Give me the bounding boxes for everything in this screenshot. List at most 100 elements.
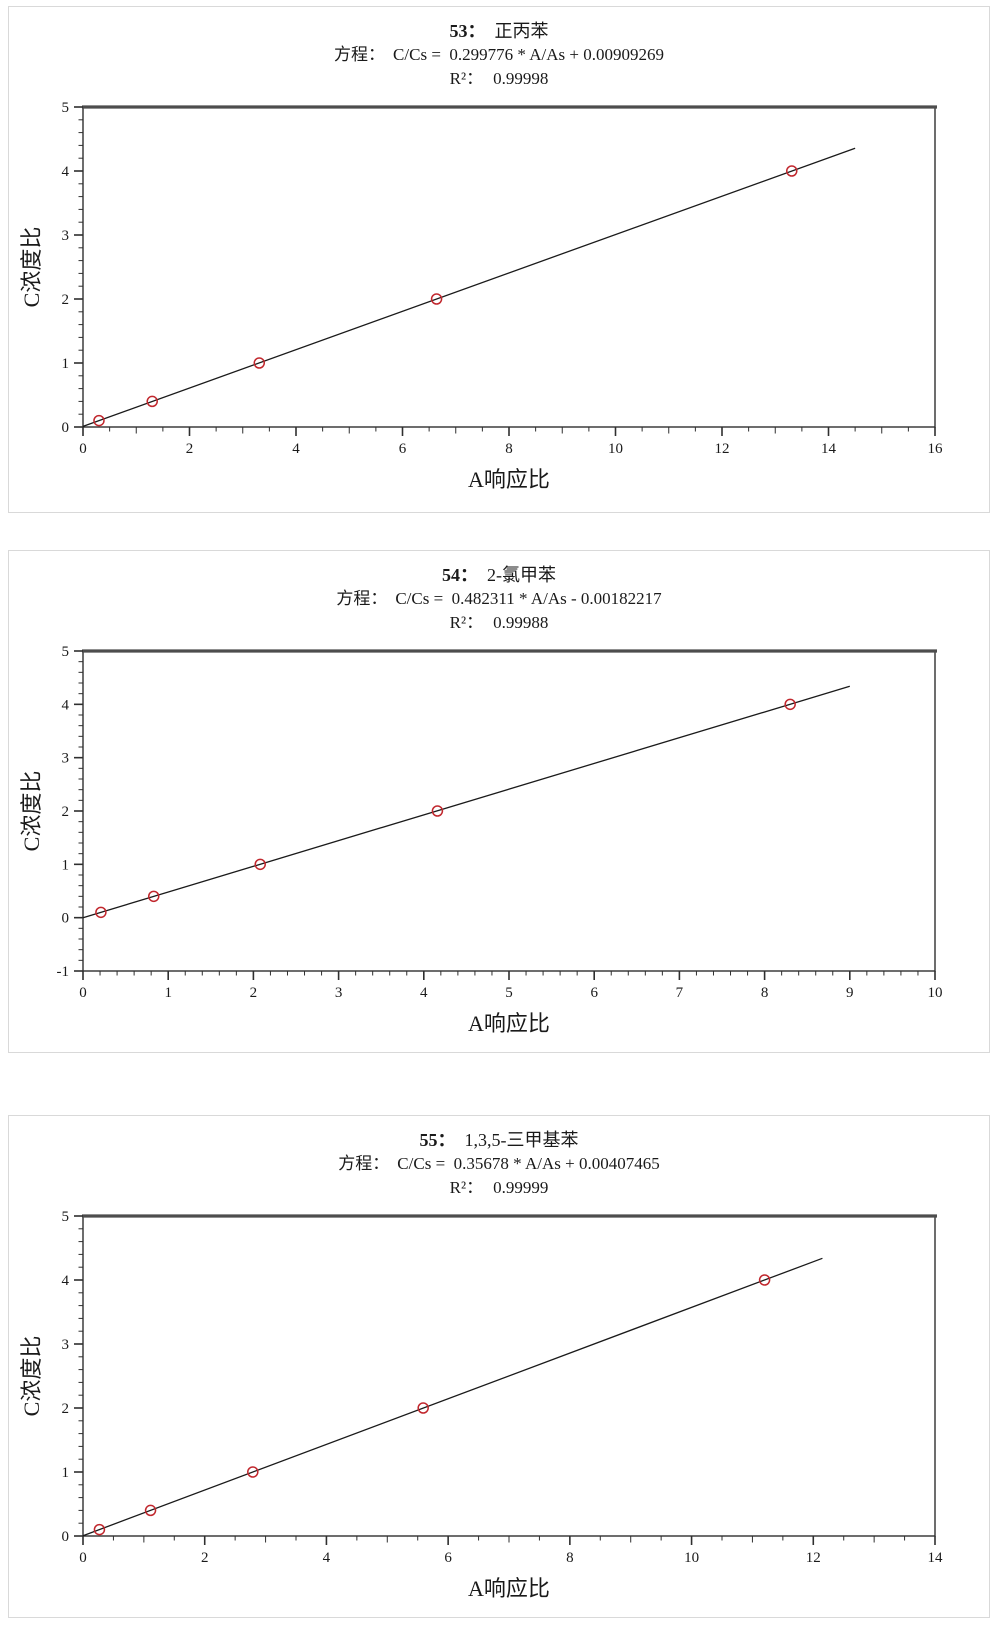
x-tick-label: 16 (928, 441, 944, 457)
data-point-marker (247, 1466, 259, 1478)
plot-frame (82, 106, 936, 428)
chart-title: 55： 1,3,5-三甲基苯 (9, 1128, 989, 1152)
data-point-marker (254, 858, 266, 871)
fit-line (82, 147, 856, 428)
chart-index-label: 55： (419, 1130, 456, 1150)
data-point-marker (93, 1523, 106, 1536)
x-tick-label: 5 (505, 985, 513, 1001)
data-point-marker (786, 165, 798, 177)
data-point-marker (144, 1504, 157, 1517)
y-tick-label: 2 (62, 804, 70, 820)
x-tick-label: 0 (79, 1550, 87, 1566)
equation-text: C/Cs = 0.299776 * A/As + 0.00909269 (393, 45, 664, 64)
calibration-plot: 0 1 2 3 4 5 6 7 8 9 10 -1 0 1 2 3 4 5 A响应比 C浓度比 (19, 644, 943, 1036)
fit-line (82, 1257, 823, 1537)
y-tick-label: 4 (62, 697, 70, 713)
x-tick-label: 8 (761, 985, 769, 1001)
x-tick-label: 10 (928, 985, 943, 1001)
x-tick-label: 2 (250, 985, 258, 1001)
y-tick-label: 0 (62, 1529, 70, 1545)
y-tick-label: 2 (62, 1401, 70, 1417)
data-point-marker (430, 293, 443, 305)
chart-r-squared: R²： 0.99988 (9, 611, 989, 635)
x-tick-label: 12 (715, 441, 730, 457)
x-tick-label: 14 (928, 1550, 944, 1566)
x-tick-label: 10 (684, 1550, 699, 1566)
y-tick-label: 5 (62, 644, 70, 660)
x-tick-label: 10 (608, 441, 623, 457)
chart-compound-name: 2-氯甲苯 (487, 565, 556, 585)
y-tick-label: 1 (62, 356, 70, 372)
x-tick-label: 7 (676, 985, 684, 1001)
r-squared-value: 0.99988 (493, 613, 549, 632)
y-tick-label: 3 (62, 1337, 70, 1353)
data-point-marker (253, 357, 266, 369)
y-tick-label: 4 (62, 1273, 70, 1289)
x-tick-label: 0 (79, 985, 87, 1001)
x-tick-label: 0 (79, 441, 87, 457)
x-tick-label: 6 (590, 985, 598, 1001)
y-tick-label: 1 (62, 857, 70, 873)
equation-prefix: 方程： (338, 1154, 390, 1173)
chart-index-label: 54： (442, 565, 478, 585)
x-axis-title: A响应比 (468, 1576, 550, 1601)
x-tick-label: 8 (566, 1550, 574, 1566)
chart-panel-54: 54： 2-氯甲苯 方程： C/Cs = 0.482311 * A/As - 0.0… (8, 550, 990, 1053)
x-tick-label: 12 (806, 1550, 821, 1566)
x-tick-label: 14 (821, 441, 837, 457)
x-axis-title: A响应比 (468, 467, 550, 492)
r-squared-prefix: R²： (449, 69, 484, 88)
data-point-marker (431, 805, 444, 817)
x-tick-label: 4 (323, 1550, 331, 1566)
chart-title: 53： 正丙苯 (9, 19, 989, 43)
data-point-marker (147, 890, 160, 903)
chart-panel-53: 53： 正丙苯 方程： C/Cs = 0.299776 * A/As + 0.009… (8, 6, 990, 513)
r-squared-prefix: R²： (449, 613, 484, 632)
r-squared-value: 0.99999 (493, 1178, 549, 1197)
chart-compound-name: 1,3,5-三甲基苯 (464, 1130, 579, 1150)
fit-line (82, 685, 850, 919)
y-tick-label: 5 (62, 1209, 70, 1225)
chart-equation: 方程： C/Cs = 0.299776 * A/As + 0.00909269 (9, 43, 989, 67)
x-tick-label: 1 (164, 985, 172, 1001)
equation-text: C/Cs = 0.35678 * A/As + 0.00407465 (397, 1154, 660, 1173)
y-tick-label: 3 (62, 228, 70, 244)
x-tick-label: 2 (186, 441, 194, 457)
chart-r-squared: R²： 0.99998 (9, 67, 989, 91)
chart-equation: 方程： C/Cs = 0.35678 * A/As + 0.00407465 (9, 1152, 989, 1176)
x-tick-label: 6 (399, 441, 407, 457)
data-point-marker (146, 395, 158, 408)
chart-title: 54： 2-氯甲苯 (9, 563, 989, 587)
y-axis-title: C浓度比 (19, 771, 44, 852)
x-tick-label: 3 (335, 985, 343, 1001)
y-tick-label: 1 (62, 1465, 70, 1481)
y-tick-label: -1 (57, 964, 70, 980)
y-tick-label: 0 (62, 420, 70, 436)
equation-prefix: 方程： (336, 589, 388, 608)
data-point-marker (417, 1402, 429, 1414)
equation-text: C/Cs = 0.482311 * A/As - 0.00182217 (395, 589, 662, 608)
x-axis-title: A响应比 (468, 1011, 550, 1036)
x-tick-label: 4 (420, 985, 428, 1001)
data-point-marker (95, 906, 107, 919)
chart-equation: 方程： C/Cs = 0.482311 * A/As - 0.00182217 (9, 587, 989, 611)
x-tick-label: 6 (444, 1550, 452, 1566)
y-axis-title: C浓度比 (19, 1336, 44, 1417)
r-squared-value: 0.99998 (493, 69, 549, 88)
x-tick-label: 2 (201, 1550, 209, 1566)
chart-r-squared: R²： 0.99999 (9, 1176, 989, 1200)
data-point-marker (784, 698, 796, 711)
y-tick-label: 3 (62, 751, 70, 767)
chart-index-label: 53： (449, 21, 486, 41)
x-tick-label: 8 (505, 441, 513, 457)
y-tick-label: 4 (62, 164, 70, 180)
r-squared-prefix: R²： (449, 1178, 484, 1197)
chart-compound-name: 正丙苯 (494, 21, 549, 41)
data-point-marker (93, 414, 105, 427)
equation-prefix: 方程： (334, 45, 386, 64)
y-tick-label: 2 (62, 292, 70, 308)
y-tick-label: 0 (62, 911, 70, 927)
